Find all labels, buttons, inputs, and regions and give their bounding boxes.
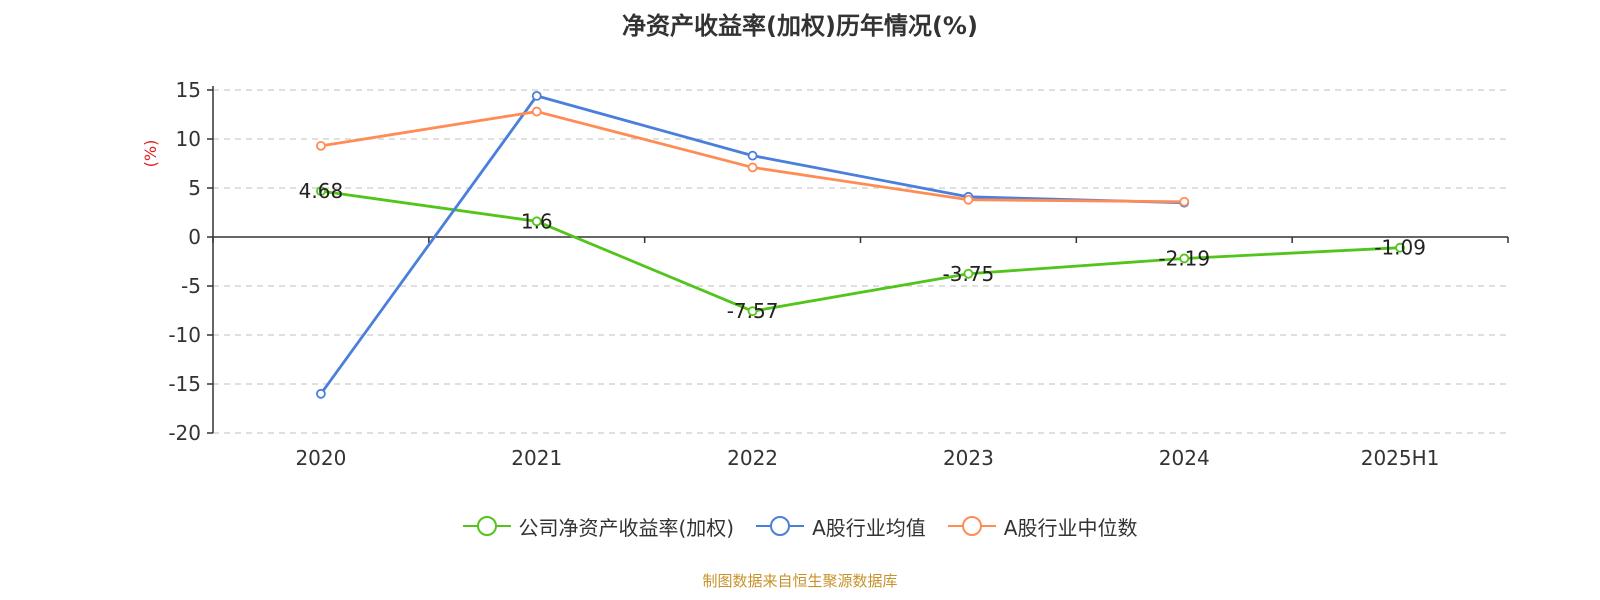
data-label: 1.6 (521, 209, 553, 233)
x-tick-label: 2024 (1159, 446, 1210, 470)
legend: 公司净资产收益率(加权) A股行业均值 A股行业中位数 (0, 510, 1600, 542)
series-line-1 (319, 94, 1185, 395)
legend-item[interactable]: A股行业均值 (756, 512, 926, 541)
y-tick-label: -20 (168, 421, 201, 445)
y-tick-label: -15 (168, 372, 201, 396)
data-point (316, 140, 326, 151)
data-point (531, 216, 542, 227)
series-lines (316, 90, 1405, 399)
x-tick-label: 2022 (727, 446, 778, 470)
data-point (1395, 242, 1405, 253)
legend-item[interactable]: 公司净资产收益率(加权) (462, 512, 735, 541)
data-label: 4.68 (299, 179, 344, 203)
legend-line-circle-icon (947, 516, 996, 536)
data-point (1179, 196, 1190, 207)
grid-lines (213, 89, 1508, 434)
legend-label: 公司净资产收益率(加权) (518, 515, 735, 540)
legend-label: A股行业中位数 (1003, 515, 1138, 540)
legend-line-circle-icon (462, 516, 511, 536)
data-point (963, 268, 974, 279)
data-point (963, 194, 974, 205)
x-tick-label: 2020 (295, 446, 346, 470)
y-tick-label: 10 (176, 127, 201, 151)
source-note: 制图数据来自恒生聚源数据库 (702, 572, 898, 590)
data-label: -7.57 (727, 299, 779, 323)
data-point (1179, 253, 1190, 264)
series-line-0 (320, 189, 1401, 313)
data-label: -3.75 (943, 262, 995, 286)
x-tick-label: 2021 (511, 446, 562, 470)
data-point (747, 150, 758, 161)
chart-title: 净资产收益率(加权)历年情况(%) (622, 12, 978, 40)
data-labels: 4.68 1.6 -7.57 -3.75 -2.19 -1.09 (299, 179, 1426, 323)
data-point (531, 106, 542, 117)
y-tick-label: 0 (188, 225, 201, 249)
data-point (531, 90, 542, 101)
y-tick-label: -5 (181, 274, 201, 298)
data-point (316, 388, 326, 399)
data-label: -1.09 (1374, 236, 1426, 260)
data-point (747, 306, 758, 317)
legend-line-circle-icon (756, 516, 805, 536)
y-tick-label: -10 (168, 323, 201, 347)
x-tick-label: 2023 (943, 446, 994, 470)
legend-label: A股行业均值 (812, 515, 926, 540)
data-point (747, 162, 758, 173)
y-tick-label: 5 (188, 176, 201, 200)
y-axis-label: (%) (141, 140, 160, 168)
data-label: -2.19 (1158, 246, 1210, 270)
y-tick-label: 15 (176, 78, 201, 102)
x-tick-label: 2025H1 (1361, 446, 1440, 470)
axes: 15 10 5 0 -5 -10 -15 -20 (%) 2020 2021 2022 2023 2024… (141, 78, 1509, 470)
data-point (316, 186, 326, 197)
legend-item[interactable]: A股行业中位数 (947, 512, 1138, 541)
